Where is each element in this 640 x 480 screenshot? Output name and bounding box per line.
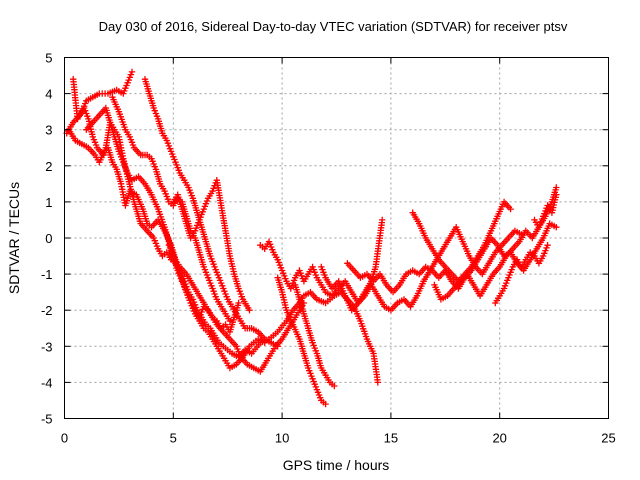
y-tick-label: -2 bbox=[41, 303, 53, 318]
data-point bbox=[553, 224, 560, 231]
y-tick-label: 5 bbox=[45, 51, 52, 66]
series-arc-14 bbox=[409, 198, 514, 285]
data-point bbox=[553, 184, 560, 191]
data-point bbox=[129, 141, 137, 149]
y-tick-label: -5 bbox=[41, 412, 53, 427]
y-axis-label: SDTVAR / TECUs bbox=[6, 182, 22, 294]
data-point bbox=[537, 218, 545, 225]
data-point bbox=[274, 343, 281, 350]
data-point bbox=[210, 288, 217, 295]
data-point bbox=[374, 379, 381, 386]
series-arc-10 bbox=[274, 274, 329, 408]
x-tick-label: 10 bbox=[275, 431, 289, 446]
data-points bbox=[63, 68, 560, 408]
y-tick-label: 2 bbox=[45, 159, 52, 174]
chart-title: Day 030 of 2016, Sidereal Day-to-day VTE… bbox=[99, 19, 568, 34]
y-tick-label: -1 bbox=[41, 267, 53, 282]
data-point bbox=[544, 242, 551, 249]
data-point bbox=[226, 317, 234, 325]
data-point bbox=[553, 191, 560, 198]
x-tick-label: 0 bbox=[61, 431, 68, 446]
series-arc-1 bbox=[70, 68, 136, 123]
series-arc-7 bbox=[165, 242, 242, 336]
data-point bbox=[221, 288, 228, 295]
x-tick-label: 20 bbox=[492, 431, 506, 446]
y-tick-label: -3 bbox=[41, 339, 53, 354]
data-point bbox=[379, 216, 386, 224]
data-point bbox=[126, 74, 133, 81]
data-point bbox=[92, 141, 100, 149]
data-point bbox=[246, 307, 253, 314]
data-point bbox=[331, 382, 338, 390]
series-arc-8 bbox=[170, 177, 253, 314]
x-axis-label: GPS time / hours bbox=[283, 457, 390, 473]
y-tick-label: 3 bbox=[45, 123, 52, 138]
data-point bbox=[78, 108, 86, 115]
data-point bbox=[165, 142, 173, 150]
data-point bbox=[236, 288, 243, 295]
x-tick-label: 15 bbox=[384, 431, 398, 446]
x-tick-label: 25 bbox=[601, 431, 615, 446]
data-point bbox=[235, 299, 242, 307]
data-point bbox=[151, 107, 158, 114]
axis-ticks: 0 5 10 15 20 25 -5 -4 -3 -2 -1 0 1 2 3 4 5 bbox=[41, 51, 616, 446]
series-arc-16 bbox=[492, 242, 551, 307]
series-arc-11 bbox=[292, 281, 338, 390]
data-point bbox=[300, 299, 308, 307]
y-tick-label: 4 bbox=[45, 87, 52, 102]
y-tick-label: 1 bbox=[45, 195, 52, 210]
x-tick-label: 5 bbox=[170, 431, 177, 446]
data-point bbox=[322, 400, 329, 408]
y-tick-label: -4 bbox=[41, 375, 53, 390]
data-point bbox=[207, 252, 214, 260]
data-point bbox=[82, 107, 89, 114]
data-point bbox=[196, 216, 203, 224]
data-point bbox=[507, 205, 514, 213]
data-point bbox=[183, 288, 190, 296]
series-arc-17 bbox=[531, 191, 560, 231]
data-point bbox=[195, 219, 202, 226]
data-point bbox=[128, 68, 136, 76]
y-tick-label: 0 bbox=[45, 231, 52, 246]
